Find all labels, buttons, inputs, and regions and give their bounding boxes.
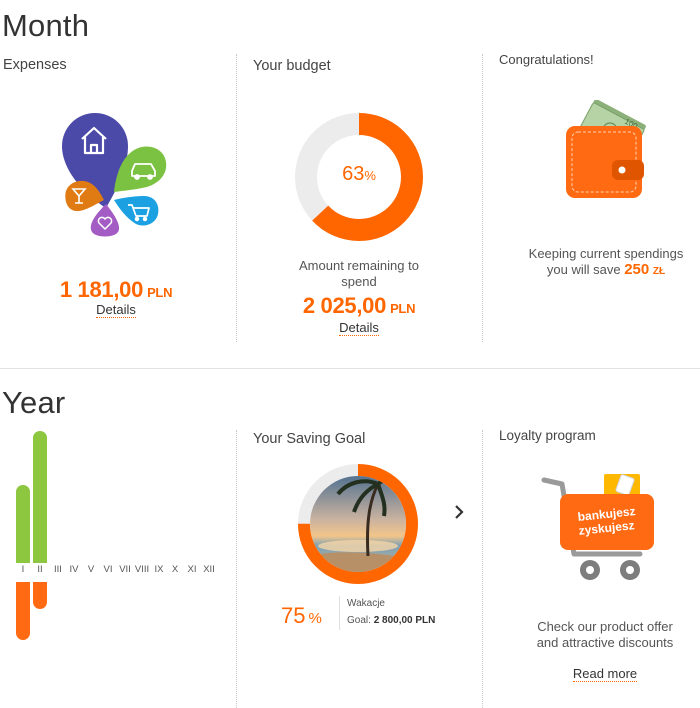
category-house[interactable]	[62, 113, 128, 208]
loyalty-line2: and attractive discounts	[536, 635, 674, 650]
month-axis-label: IV	[69, 564, 79, 575]
loyalty-message: Check our product offer and attractive d…	[500, 619, 700, 651]
section-divider	[0, 368, 700, 369]
saving-goal-title: Your Saving Goal	[253, 431, 366, 447]
expenses-details-wrap: Details	[48, 301, 184, 319]
month-axis-label: II	[37, 564, 43, 575]
category-health[interactable]	[90, 204, 120, 237]
expenses-amount-value: 1 181,00	[59, 277, 144, 302]
month-axis-label: VII	[119, 564, 131, 575]
month-axis-label: XI	[187, 564, 197, 575]
month-axis-label: I	[21, 564, 25, 575]
saving-goal-percent: 75%	[281, 603, 322, 629]
budget-remaining-line1: Amount remaining to	[299, 258, 419, 273]
saving-goal-percent-sign: %	[308, 610, 322, 627]
budget-percent-value: 63	[342, 163, 365, 185]
promo-banner-line2: zyskujesz	[578, 518, 635, 538]
column-divider	[482, 54, 483, 342]
budget-remaining-line2: spend	[341, 274, 377, 289]
congrats-save-amount: 250	[624, 261, 650, 278]
budget-title: Your budget	[253, 58, 331, 74]
expenses-currency: PLN	[147, 285, 173, 300]
budget-details-link[interactable]: Details	[339, 320, 379, 336]
saving-goal-ring-progress	[298, 464, 418, 584]
column-divider	[482, 430, 483, 708]
budget-amount: 2 025,00 PLN	[270, 293, 448, 319]
loyalty-read-more-wrap: Read more	[540, 665, 670, 683]
expenses-bar-II[interactable]	[33, 582, 47, 609]
congrats-title: Congratulations!	[499, 52, 594, 67]
saving-goal-separator	[339, 596, 340, 630]
car-icon	[131, 163, 156, 180]
budget-currency: PLN	[390, 301, 416, 316]
budget-amount-value: 2 025,00	[302, 293, 387, 318]
saving-goal-label: Goal:	[347, 615, 371, 626]
category-cart[interactable]	[114, 196, 159, 226]
budget-ring-chart	[295, 113, 423, 241]
congrats-line1: Keeping current spendings	[528, 246, 684, 261]
expenses-bar-I[interactable]	[16, 582, 30, 640]
next-chevron-icon[interactable]	[451, 502, 467, 522]
month-axis-label: IX	[154, 564, 164, 575]
budget-ring-progress	[295, 113, 423, 241]
cart-icon	[128, 204, 150, 222]
month-axis-label: X	[171, 564, 179, 575]
saving-goal-name: Wakacje	[347, 598, 385, 609]
month-title: Month	[2, 8, 90, 43]
congrats-message: Keeping current spendings you will save …	[510, 246, 700, 280]
month-axis-label: XII	[203, 564, 215, 575]
month-axis-label: V	[87, 564, 95, 575]
budget-percent-sign: %	[364, 168, 376, 183]
loyalty-read-more-link[interactable]: Read more	[572, 666, 638, 682]
promo-banner-line1: bankujesz	[577, 504, 636, 524]
budget-details-wrap: Details	[290, 319, 428, 337]
income-bar-I[interactable]	[16, 485, 30, 563]
saving-goal-ring-chart	[298, 464, 418, 584]
category-car[interactable]	[114, 146, 167, 192]
congrats-line2: you will save	[546, 262, 621, 277]
expenses-title: Expenses	[3, 57, 67, 73]
month-axis-label: VIII	[134, 564, 150, 575]
wallet-clasp	[612, 160, 644, 180]
wallet-illustration: 100	[566, 100, 646, 198]
year-title: Year	[2, 385, 66, 420]
cocktail-icon	[71, 188, 87, 204]
expenses-category-chart[interactable]	[56, 108, 172, 240]
heart-icon	[97, 216, 113, 231]
promo-banner	[560, 494, 654, 550]
month-axis-label: VI	[103, 564, 113, 575]
income-bar-II[interactable]	[33, 431, 47, 563]
congrats-save-currency: ZŁ	[652, 266, 666, 277]
loyalty-title: Loyalty program	[499, 428, 596, 443]
saving-goal-amount: 2 800,00 PLN	[373, 615, 436, 626]
category-cocktail[interactable]	[65, 180, 104, 212]
expenses-details-link[interactable]: Details	[96, 302, 136, 318]
budget-percent: 63%	[294, 163, 424, 186]
house-icon	[81, 126, 107, 155]
month-axis-label: III	[54, 564, 62, 575]
expenses-amount: 1 181,00 PLN	[48, 277, 184, 303]
column-divider	[236, 430, 237, 708]
saving-goal-percent-value: 75	[281, 603, 306, 628]
budget-remaining-label: Amount remaining to spend	[280, 258, 438, 290]
column-divider	[236, 54, 237, 342]
shopping-cart-illustration: bankujesz zyskujesz	[541, 474, 654, 580]
saving-goal-target: Goal: 2 800,00 PLN	[347, 615, 435, 626]
loyalty-line1: Check our product offer	[537, 619, 673, 634]
